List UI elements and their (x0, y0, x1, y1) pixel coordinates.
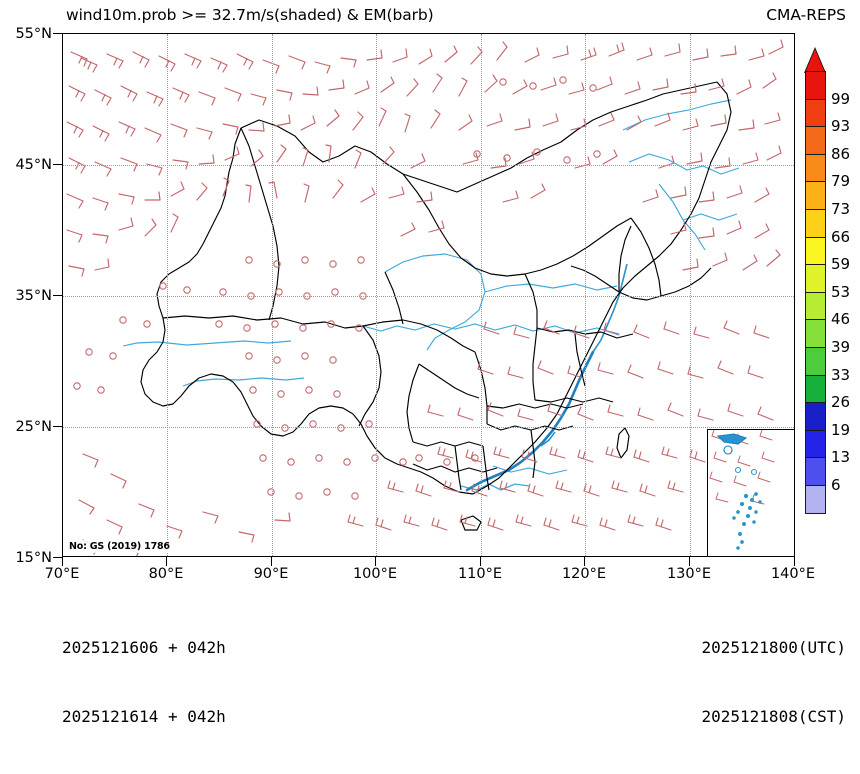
x-axis-label-100e: 100°E (352, 566, 398, 582)
colorbar-tick-73: 73 (831, 200, 851, 218)
y-tick-55n (53, 33, 62, 34)
coastline-detail (540, 263, 628, 447)
south-china-sea-inset[interactable] (707, 429, 794, 556)
gridline-35n (63, 296, 794, 297)
colorbar-tick-59: 59 (831, 255, 851, 274)
y-axis-label-25n: 25°N (15, 419, 52, 435)
x-tick-80e (166, 557, 167, 566)
gridline-25n (63, 427, 794, 428)
gridline-80e (167, 34, 168, 556)
colorbar-tick-99: 99 (831, 89, 851, 108)
colorbar-tick-86: 86 (831, 144, 851, 163)
init-time-utc: 2025121606 + 042h (62, 638, 226, 657)
colorbar-segment-7 (805, 264, 826, 293)
x-tick-110e (480, 557, 481, 566)
colorbar-body[interactable] (805, 71, 826, 514)
x-axis-label-80e: 80°E (148, 566, 184, 582)
x-axis-label-120e: 120°E (561, 566, 607, 582)
gridline-110e (481, 34, 482, 556)
valid-time-cst: 2025121808(CST) (701, 707, 847, 726)
colorbar-segment-2 (805, 126, 826, 155)
valid-time-utc: 2025121800(UTC) (701, 638, 847, 657)
colorbar-tick-13: 13 (831, 448, 851, 467)
figure-root: wind10m.prob >= 32.7m/s(shaded) & EM(bar… (0, 6, 860, 726)
y-tick-45n (53, 164, 62, 165)
colorbar-segment-9 (805, 319, 826, 348)
colorbar-segment-13 (805, 429, 826, 459)
colorbar-tick-39: 39 (831, 338, 851, 356)
colorbar-tick-93: 93 (831, 117, 851, 136)
model-label: CMA-REPS (766, 6, 846, 24)
calm-wind-markers (73, 76, 601, 500)
y-axis-label-35n: 35°N (15, 288, 52, 304)
colorbar-segment-5 (805, 208, 826, 238)
map-canvas: No: GS (2019) 1786 (63, 34, 794, 556)
colorbar-segment-1 (805, 98, 826, 128)
gridline-100e (376, 34, 377, 556)
colorbar-segment-0 (805, 71, 826, 100)
wind-barbs (66, 39, 784, 556)
x-tick-90e (271, 557, 272, 566)
footer: 2025121606 + 042h 2025121614 + 042h 2025… (0, 590, 860, 726)
colorbar-segment-12 (805, 402, 826, 431)
colorbar-segment-11 (805, 374, 826, 404)
x-tick-120e (584, 557, 585, 566)
colorbar-tick-26: 26 (831, 393, 851, 412)
footer-left: 2025121606 + 042h 2025121614 + 042h (62, 590, 226, 774)
colorbar-segment-15 (805, 484, 826, 514)
colorbar-segment-14 (805, 457, 826, 486)
x-tick-140e (794, 557, 795, 566)
x-axis-label-140e: 140°E (770, 566, 816, 582)
y-tick-25n (53, 426, 62, 427)
y-axis-label-45n: 45°N (15, 157, 52, 173)
page-title: wind10m.prob >= 32.7m/s(shaded) & EM(bar… (66, 6, 434, 24)
colorbar-tick-46: 46 (831, 310, 851, 329)
gridline-90e (272, 34, 273, 556)
gridline-130e (690, 34, 691, 556)
x-tick-130e (689, 557, 690, 566)
colorbar-arrow-bottom (805, 514, 825, 539)
colorbar-tick-33: 33 (831, 365, 851, 384)
gridline-45n (63, 165, 794, 166)
colorbar-tick-53: 53 (831, 282, 851, 301)
colorbar-segment-4 (805, 181, 826, 210)
colorbar-arrow-top (805, 49, 825, 73)
colorbar-tick-66: 66 (831, 227, 851, 246)
colorbar-tick-79: 79 (831, 172, 851, 191)
x-tick-100e (375, 557, 376, 566)
gridline-120e (585, 34, 586, 556)
x-tick-70e (62, 557, 63, 566)
y-tick-15n (53, 557, 62, 558)
colorbar-segment-6 (805, 236, 826, 266)
inset-vector-layer (709, 430, 775, 550)
x-axis-label-130e: 130°E (666, 566, 712, 582)
coastline-southeast (465, 350, 595, 492)
map-plot-area[interactable]: No: GS (2019) 1786 (62, 33, 795, 557)
y-tick-35n (53, 295, 62, 296)
y-axis-label-55n: 55°N (15, 26, 52, 42)
colorbar-tick-19: 19 (831, 420, 851, 439)
colorbar-segment-3 (805, 153, 826, 183)
water-features (122, 99, 740, 491)
map-attribution: No: GS (2019) 1786 (67, 540, 172, 553)
x-axis-label-70e: 70°E (44, 566, 80, 582)
x-axis-label-110e: 110°E (457, 566, 503, 582)
footer-right: 2025121800(UTC) 2025121808(CST) (702, 590, 847, 774)
colorbar-segment-8 (805, 291, 826, 321)
colorbar-segment-10 (805, 346, 826, 376)
administrative-boundaries (140, 81, 732, 531)
y-axis-label-15n: 15°N (15, 550, 52, 566)
colorbar-tick-6: 6 (831, 476, 841, 494)
init-time-cst: 2025121614 + 042h (62, 707, 226, 726)
map-vector-layer (66, 39, 784, 556)
x-axis-label-90e: 90°E (253, 566, 289, 582)
